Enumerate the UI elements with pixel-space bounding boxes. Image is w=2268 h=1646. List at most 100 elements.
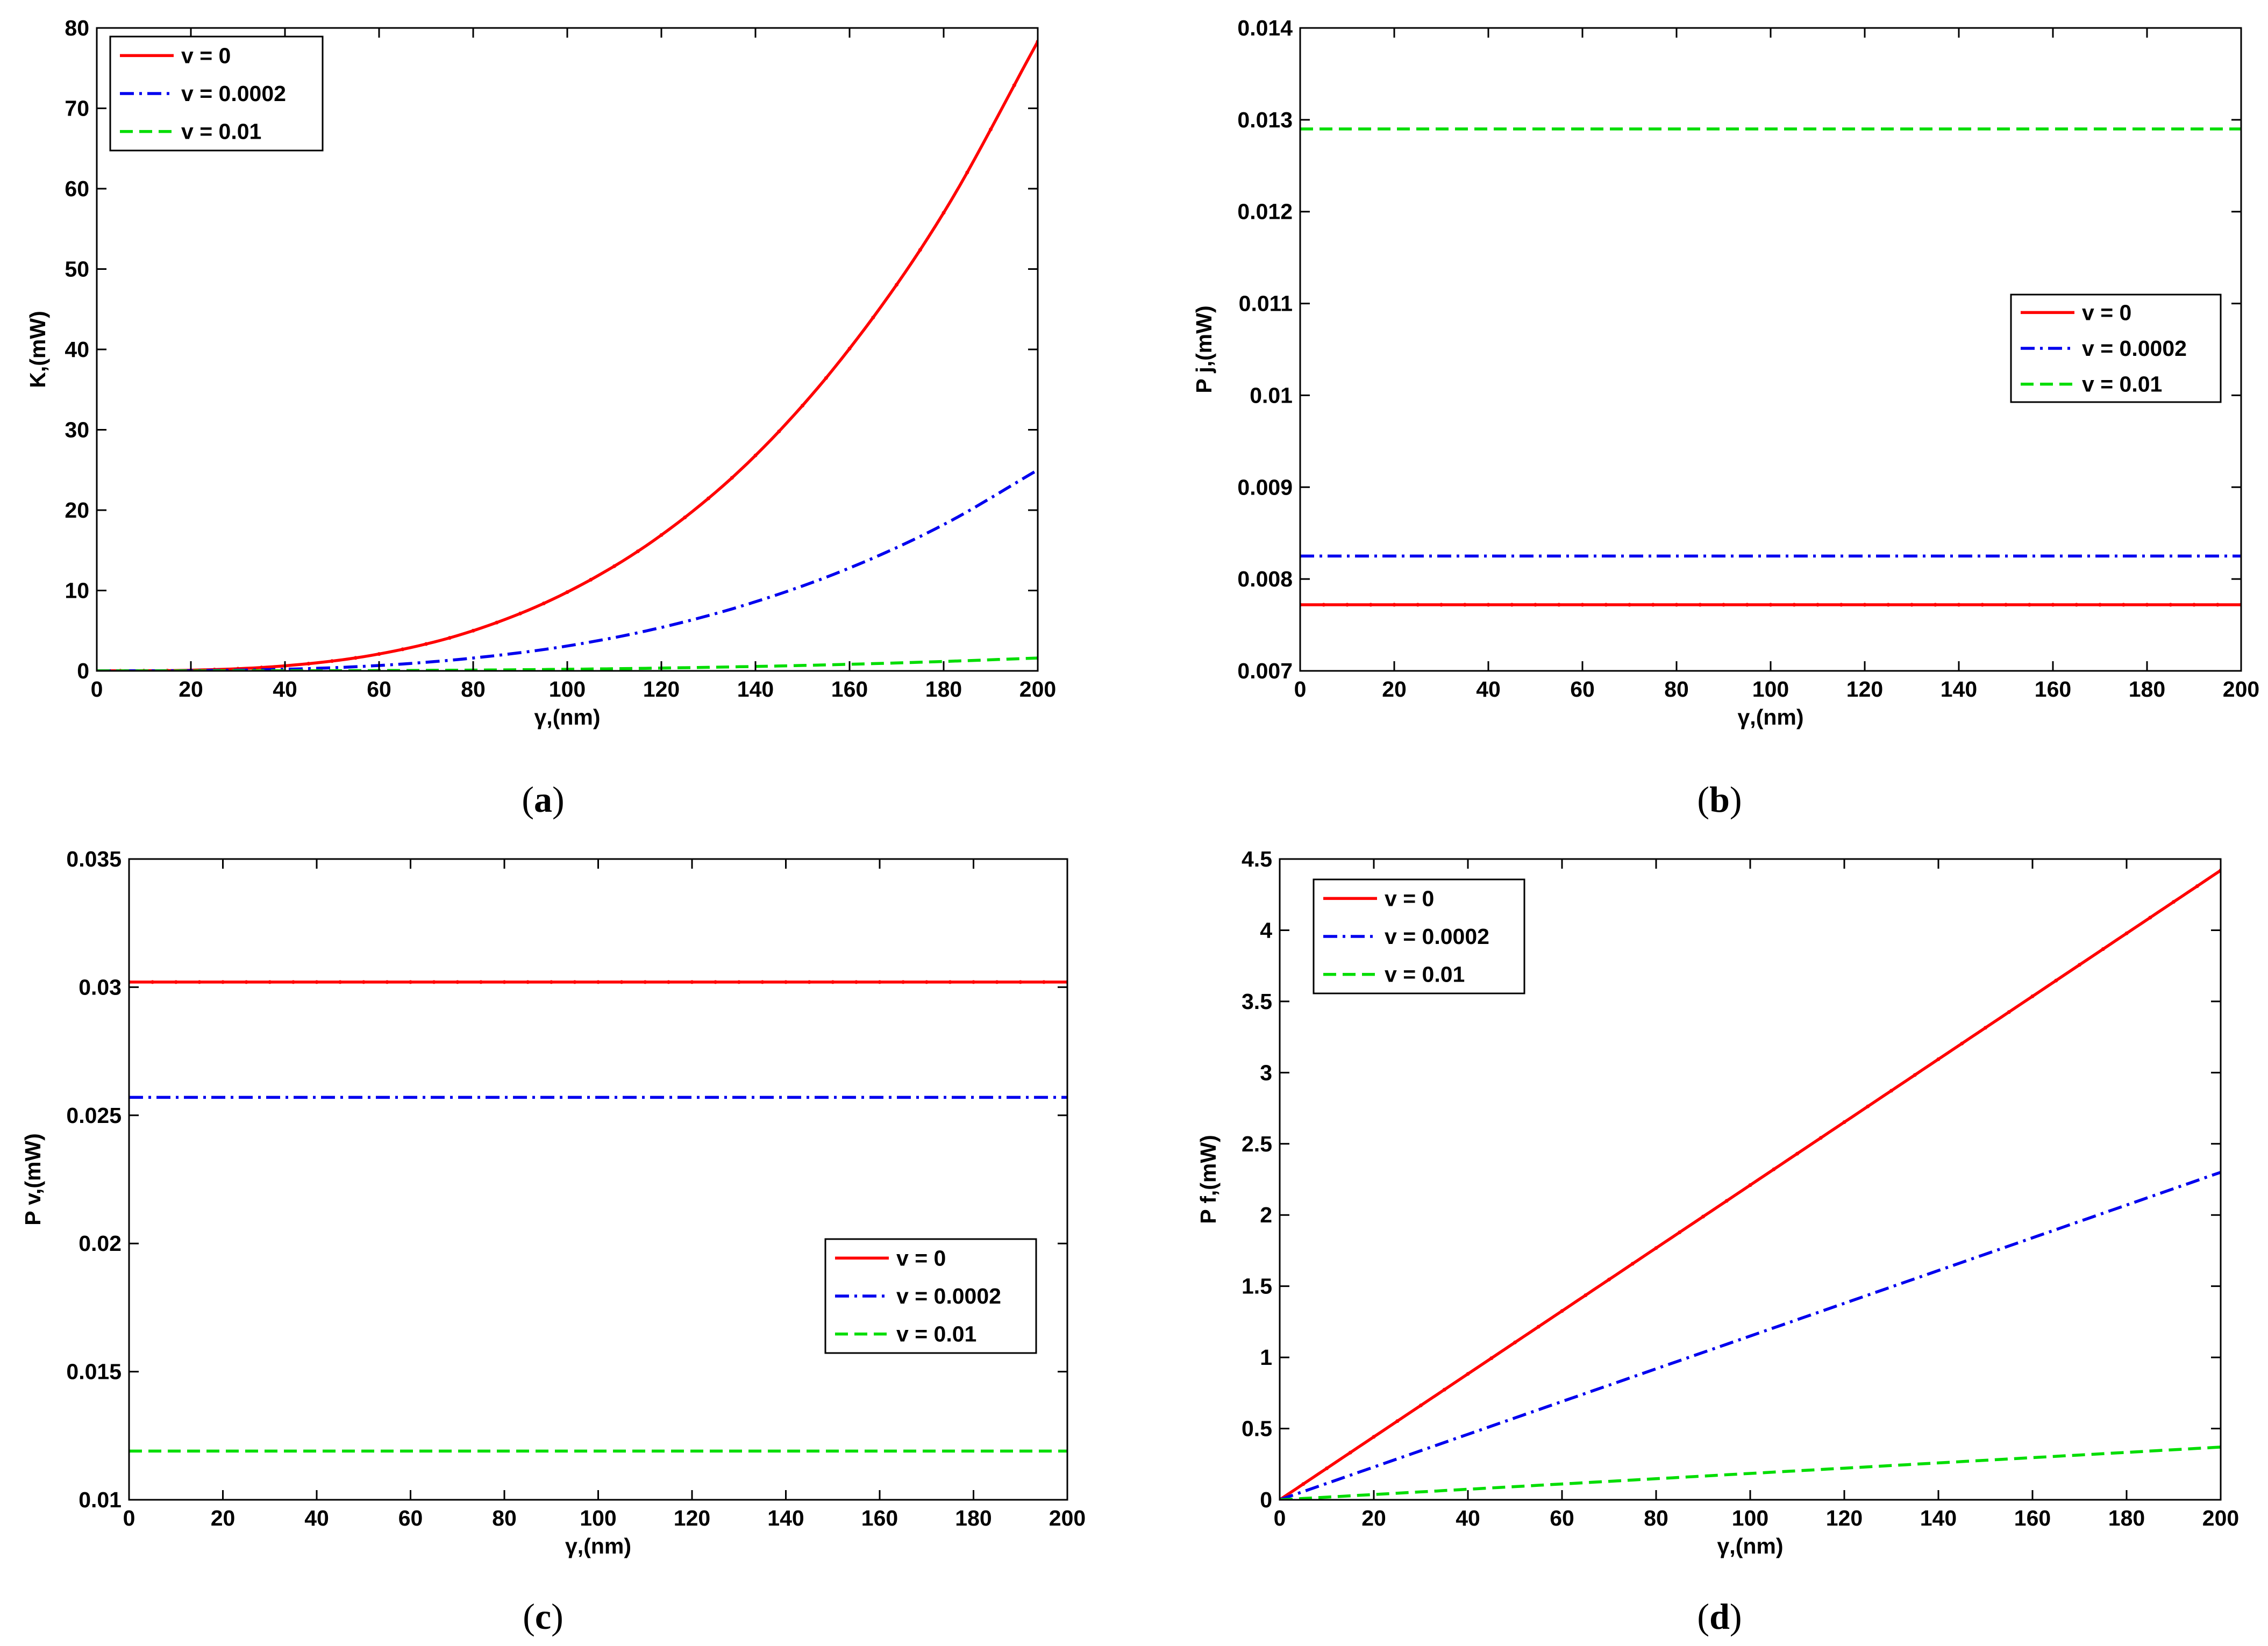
series-marker — [1792, 603, 1796, 607]
series-marker — [2051, 603, 2055, 607]
series-marker — [2169, 603, 2173, 607]
legend: v = 0 v = 0.0002 v = 0.01 — [109, 35, 324, 152]
series-marker — [1042, 980, 1046, 984]
y-tick-label: 1 — [1260, 1345, 1272, 1370]
x-tick-label: 120 — [1826, 1506, 1863, 1530]
series-marker — [1018, 980, 1023, 984]
series-marker — [871, 316, 875, 320]
series-marker — [197, 980, 202, 984]
x-tick-label: 60 — [367, 677, 391, 702]
series-marker — [948, 980, 952, 984]
series-marker — [1674, 603, 1679, 607]
series-marker — [1489, 1356, 1494, 1361]
x-tick-label: 180 — [955, 1506, 992, 1530]
series-marker — [549, 980, 553, 984]
series-marker — [2215, 603, 2220, 607]
series-marker — [2101, 947, 2105, 951]
series-marker — [502, 980, 507, 984]
series-marker — [989, 127, 993, 132]
series-marker — [244, 980, 248, 984]
series-marker — [666, 980, 671, 984]
series-marker — [807, 980, 811, 984]
x-axis-label: γ,(nm) — [1738, 705, 1804, 729]
series-marker — [1886, 603, 1891, 607]
x-tick-label: 60 — [1550, 1506, 1574, 1530]
y-tick-label: 0.01 — [79, 1487, 122, 1512]
series-marker — [315, 980, 319, 984]
series-marker — [2098, 603, 2102, 607]
series-marker — [1889, 1089, 1893, 1093]
series-marker — [760, 980, 765, 984]
series-marker — [447, 636, 452, 640]
y-tick-label: 0.01 — [1250, 383, 1293, 407]
y-tick-label: 3 — [1260, 1060, 1272, 1085]
series-marker — [831, 980, 835, 984]
series-marker — [2007, 1010, 2011, 1014]
series-marker — [690, 980, 694, 984]
panel-d: 0 20 40 60 80 100 120 140 160 180 200 0 0.5 1 1.5 2 2.5 3… — [1196, 847, 2239, 1637]
series-marker — [924, 980, 929, 984]
x-tick-label: 140 — [767, 1506, 804, 1530]
x-tick-label: 100 — [1732, 1506, 1768, 1530]
series-marker — [1510, 603, 1514, 607]
y-tick-label: 0.007 — [1237, 659, 1293, 683]
series-marker — [801, 404, 804, 407]
x-tick-label: 160 — [2014, 1506, 2051, 1530]
series-marker — [1651, 603, 1655, 607]
series-marker — [330, 659, 334, 663]
series-marker — [2121, 603, 2126, 607]
y-tick-label: 0.011 — [1239, 291, 1293, 316]
x-tick-label: 60 — [1570, 677, 1595, 702]
panel-caption: (a) — [522, 779, 564, 820]
y-tick-label: 2.5 — [1242, 1132, 1272, 1156]
series-marker — [995, 980, 999, 984]
y-tick-label: 20 — [65, 498, 89, 523]
series-marker — [1580, 603, 1585, 607]
series-marker — [753, 453, 758, 457]
series-marker — [1678, 1230, 1682, 1234]
legend-label-1: v = 0 — [181, 43, 231, 68]
series-marker — [2148, 915, 2152, 920]
series-marker — [1345, 603, 1349, 607]
legend: v = 0 v = 0.0002 v = 0.01 — [2010, 294, 2222, 403]
series-marker — [1722, 603, 1725, 607]
series-marker — [1442, 1387, 1446, 1392]
series-marker — [1560, 1309, 1564, 1313]
legend: v = 0 v = 0.0002 v = 0.01 — [1313, 878, 1525, 994]
series-marker — [1698, 603, 1702, 607]
y-tick-label: 0.015 — [66, 1359, 122, 1384]
series-marker — [1584, 1293, 1588, 1297]
x-axis-label: γ,(nm) — [1717, 1534, 1784, 1558]
x-tick-label: 160 — [831, 677, 868, 702]
y-tick-label: 0.5 — [1242, 1416, 1272, 1441]
series-marker — [589, 577, 593, 582]
series-marker — [596, 980, 600, 984]
series-marker — [1818, 1136, 1823, 1140]
series-marker — [1866, 1104, 1870, 1108]
series-marker — [518, 611, 522, 616]
series-marker — [1745, 603, 1749, 607]
x-tick-label: 0 — [1274, 1506, 1286, 1530]
series-marker — [2195, 884, 2199, 888]
series-marker — [777, 430, 781, 433]
series-marker — [683, 516, 687, 519]
series-marker — [2078, 963, 2081, 967]
y-tick-label: 0.013 — [1237, 108, 1293, 132]
series-marker — [291, 980, 295, 984]
series-line-2 — [97, 468, 1038, 671]
series-marker — [1839, 603, 1843, 607]
series-marker — [619, 980, 624, 984]
legend-label-1: v = 0 — [2082, 300, 2131, 325]
x-tick-label: 140 — [1941, 677, 1977, 702]
series-marker — [1439, 603, 1443, 607]
y-tick-label: 0 — [77, 659, 89, 683]
x-tick-label: 120 — [674, 1506, 710, 1530]
panel-caption: (b) — [1697, 779, 1742, 820]
x-tick-label: 120 — [1846, 677, 1883, 702]
series-marker — [972, 980, 975, 984]
series-marker — [409, 980, 412, 984]
series-marker — [541, 602, 546, 605]
y-tick-label: 80 — [65, 16, 89, 40]
legend-label-2: v = 0.0002 — [181, 81, 286, 106]
